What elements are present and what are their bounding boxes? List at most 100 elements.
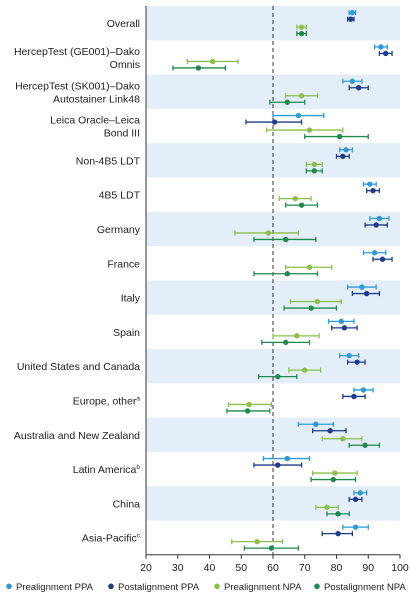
category-label: HercepTest (SK001)–Dako bbox=[15, 80, 140, 92]
category-label: Omnis bbox=[110, 59, 140, 71]
point-estimate bbox=[346, 352, 352, 359]
point-estimate bbox=[295, 112, 302, 119]
x-tick-label: 30 bbox=[172, 562, 184, 574]
ci-postalignment-npa bbox=[226, 408, 271, 414]
category-label: France bbox=[107, 258, 140, 270]
x-tick-label: 40 bbox=[204, 562, 216, 574]
point-estimate bbox=[284, 271, 290, 277]
ci-prealignment-npa bbox=[265, 127, 344, 133]
x-tick-label: 60 bbox=[267, 562, 279, 574]
point-estimate bbox=[298, 93, 305, 99]
ci-postalignment-ppa bbox=[321, 530, 354, 537]
x-tick-label: 90 bbox=[362, 562, 374, 574]
legend-marker bbox=[314, 583, 320, 590]
point-estimate bbox=[373, 222, 379, 228]
point-estimate bbox=[324, 504, 330, 511]
ci-postalignment-ppa bbox=[346, 16, 355, 22]
ci-prealignment-npa bbox=[231, 538, 284, 545]
ci-prealignment-npa bbox=[321, 436, 363, 442]
legend-item: Prealignment NPA bbox=[214, 582, 302, 593]
point-estimate bbox=[275, 462, 281, 468]
point-estimate bbox=[294, 333, 300, 339]
ci-postalignment-npa bbox=[283, 305, 338, 311]
ci-prealignment-ppa bbox=[348, 9, 357, 16]
point-estimate bbox=[246, 401, 252, 408]
point-estimate bbox=[354, 359, 360, 365]
ci-prealignment-npa bbox=[296, 24, 307, 30]
ci-prealignment-npa bbox=[278, 195, 312, 202]
point-estimate bbox=[376, 215, 383, 222]
ci-prealignment-ppa bbox=[342, 524, 369, 530]
point-estimate bbox=[349, 78, 356, 84]
point-estimate bbox=[351, 393, 357, 400]
ci-prealignment-npa bbox=[289, 298, 342, 305]
ci-prealignment-npa bbox=[305, 161, 323, 168]
ci-prealignment-npa bbox=[315, 504, 339, 511]
ci-postalignment-ppa bbox=[335, 153, 350, 160]
point-estimate bbox=[341, 325, 348, 331]
ci-postalignment-ppa bbox=[342, 393, 366, 400]
point-estimate bbox=[271, 119, 278, 125]
point-estimate bbox=[332, 470, 338, 476]
point-estimate bbox=[340, 153, 346, 160]
x-tick-label: 80 bbox=[331, 562, 343, 574]
legend: Prealignment PPA Postalignment PPA Prealig… bbox=[6, 582, 406, 593]
ci-prealignment-ppa bbox=[373, 44, 388, 50]
point-estimate bbox=[209, 58, 216, 65]
ci-postalignment-npa bbox=[243, 545, 300, 551]
ci-postalignment-npa bbox=[285, 202, 319, 208]
ci-postalignment-ppa bbox=[312, 428, 347, 434]
legend-label: Postalignment NPA bbox=[324, 582, 406, 593]
point-estimate bbox=[383, 50, 389, 57]
x-tick-label: 100 bbox=[391, 562, 409, 574]
ci-prealignment-npa bbox=[234, 230, 300, 236]
point-estimate bbox=[298, 30, 305, 37]
ci-postalignment-ppa bbox=[348, 496, 363, 503]
point-estimate bbox=[336, 133, 343, 140]
ci-postalignment-ppa bbox=[366, 187, 381, 194]
point-estimate bbox=[265, 230, 271, 236]
point-estimate bbox=[348, 16, 354, 22]
point-estimate bbox=[298, 202, 305, 208]
point-estimate bbox=[356, 85, 362, 91]
point-estimate bbox=[298, 24, 305, 30]
point-estimate bbox=[363, 290, 370, 297]
ci-prealignment-npa bbox=[272, 333, 320, 339]
point-estimate bbox=[314, 298, 321, 305]
point-estimate bbox=[357, 490, 364, 496]
point-estimate bbox=[370, 187, 376, 194]
category-label: Leica Oracle–Leica bbox=[50, 115, 140, 127]
ci-postalignment-ppa bbox=[364, 222, 388, 228]
ci-postalignment-ppa bbox=[253, 462, 303, 468]
ci-prealignment-ppa bbox=[327, 318, 355, 325]
ci-prealignment-npa bbox=[312, 470, 358, 476]
ci-postalignment-npa bbox=[258, 373, 298, 380]
point-estimate bbox=[338, 318, 344, 325]
legend-marker bbox=[108, 583, 114, 590]
ci-prealignment-npa bbox=[186, 58, 239, 65]
category-label: Europe, othera bbox=[73, 395, 141, 407]
ci-prealignment-ppa bbox=[272, 112, 325, 119]
ci-postalignment-ppa bbox=[348, 85, 369, 91]
ci-prealignment-ppa bbox=[362, 250, 387, 256]
point-estimate bbox=[283, 339, 289, 346]
ci-prealignment-ppa bbox=[297, 421, 334, 427]
ci-prealignment-ppa bbox=[262, 455, 311, 462]
ci-prealignment-npa bbox=[285, 264, 333, 270]
point-estimate bbox=[306, 264, 313, 270]
point-estimate bbox=[306, 127, 313, 133]
legend-label: Prealignment PPA bbox=[16, 582, 94, 593]
ci-prealignment-npa bbox=[227, 401, 273, 408]
ci-prealignment-ppa bbox=[369, 215, 390, 222]
point-estimate bbox=[302, 367, 308, 373]
category-label: Italy bbox=[121, 293, 141, 305]
ci-prealignment-ppa bbox=[353, 490, 368, 496]
category-label: Bond III bbox=[104, 128, 140, 140]
ci-postalignment-ppa bbox=[351, 290, 381, 297]
ci-postalignment-npa bbox=[253, 271, 319, 277]
legend-label: Prealignment NPA bbox=[224, 582, 302, 593]
ci-postalignment-npa bbox=[172, 65, 227, 71]
point-estimate bbox=[352, 524, 359, 530]
legend-marker bbox=[214, 583, 220, 590]
category-label: United States and Canada bbox=[17, 361, 140, 373]
